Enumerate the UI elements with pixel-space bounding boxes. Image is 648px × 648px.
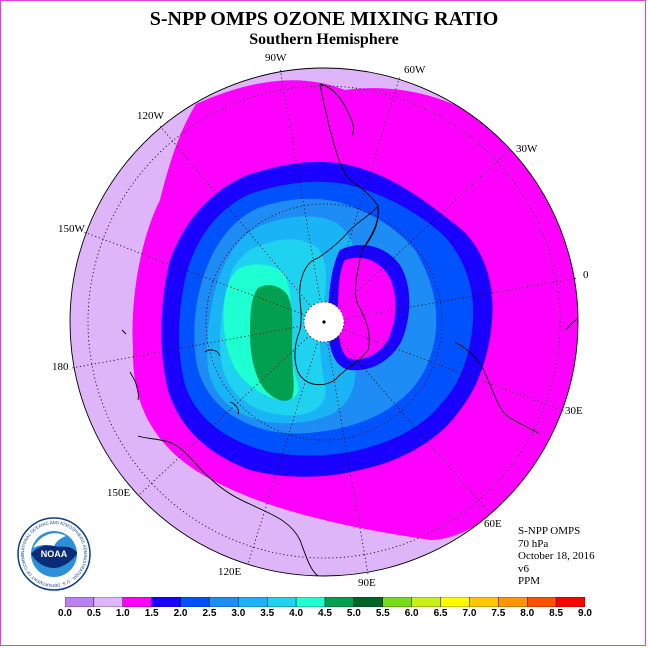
meridian-150e — [139, 321, 325, 495]
colorbar-segment — [382, 597, 412, 607]
colorbar-tick-label: 3.5 — [260, 608, 275, 619]
meridian-0 — [323, 277, 579, 323]
meridian-120w — [159, 125, 325, 323]
latitude-circle-60s — [205, 203, 443, 441]
colorbar-segment — [65, 597, 95, 607]
pole-circle — [303, 301, 345, 343]
colorbar-segment — [180, 597, 210, 607]
colorbar-segment — [440, 597, 470, 607]
colorbar-tick-label: 4.5 — [318, 608, 332, 619]
instrument-label: S-NPP OMPS — [518, 525, 581, 537]
colorbar-tick-label: 5.0 — [346, 608, 361, 619]
colorbar-segment — [93, 597, 123, 607]
colorbar-segment — [555, 597, 585, 607]
colorbar-segment — [209, 597, 239, 607]
meridian-120e — [247, 321, 325, 565]
colorbar-tick-label: 1.0 — [115, 608, 130, 619]
colorbar-tick-label: 8.0 — [520, 608, 535, 619]
colorbar-segment — [324, 597, 355, 607]
colorbar-tick-label: 6.0 — [404, 608, 419, 619]
colorbar-segment — [411, 597, 441, 607]
lon-label-60e: 60E — [484, 518, 502, 530]
colorbar-segment — [295, 597, 326, 607]
meridian-90e — [323, 321, 369, 575]
contour-inner-1-0-to-1-5 — [338, 257, 396, 360]
lon-label-120e: 120E — [218, 566, 242, 578]
colorbar-tick-label: 9.0 — [578, 608, 592, 619]
contour-4-5-to-5-0 — [250, 285, 294, 401]
colorbar — [65, 597, 585, 607]
colorbar-segment — [498, 597, 528, 607]
colorbar-tick-label: 2.5 — [202, 608, 217, 619]
colorbar-tick-label: 0.0 — [58, 608, 72, 619]
colorbar-segment — [353, 597, 383, 607]
colorbar-tick-label: 1.5 — [144, 608, 159, 619]
map-subtitle: Southern Hemisphere — [249, 31, 399, 48]
lon-label-90e: 90E — [358, 577, 376, 589]
colorbar-tick-label: 6.5 — [433, 608, 448, 619]
map-border — [69, 67, 579, 577]
new-zealand-coast — [121, 329, 139, 401]
australia-coast — [137, 435, 319, 576]
units-label: PPM — [518, 575, 541, 588]
metadata-block: S-NPP OMPS 70 hPa October 18, 2016 v6 PP… — [518, 525, 595, 588]
lon-label-150e: 150E — [107, 487, 131, 499]
colorbar-tick-label: 7.0 — [462, 608, 477, 619]
map-title: S-NPP OMPS OZONE MIXING RATIO — [149, 8, 499, 30]
lon-label-90w: 90W — [265, 52, 287, 64]
colorbar-segment — [151, 597, 181, 607]
lon-label-120w: 120W — [137, 110, 165, 122]
latitude-circle-30s — [87, 85, 561, 559]
antarctic-peninsula-coast — [319, 83, 379, 251]
lon-label-60w: 60W — [404, 64, 426, 76]
meridian-90w — [279, 67, 325, 323]
antarctica-coast — [294, 204, 379, 386]
graticule — [71, 67, 579, 575]
colorbar-segment — [267, 597, 297, 607]
colorbar-tick-label: 5.5 — [375, 608, 390, 619]
south-america-coast — [319, 83, 355, 137]
colorbar-segment — [238, 597, 268, 607]
lon-label-30e: 30E — [565, 405, 583, 417]
lon-label-150w: 150W — [58, 223, 86, 235]
lon-label-0: 0 — [583, 269, 589, 281]
coastlines — [121, 83, 578, 576]
colorbar-segment — [527, 597, 557, 607]
lon-label-30w: 30W — [516, 143, 538, 155]
meridian-180 — [71, 321, 325, 369]
colorbar-tick-label: 0.5 — [86, 608, 101, 619]
meridian-150w — [83, 231, 325, 323]
meridian-60w — [323, 75, 401, 323]
colorbar-tick-label: 3.0 — [231, 608, 246, 619]
lon-label-180: 180 — [52, 361, 69, 373]
sub-antarctic-islands — [204, 349, 239, 415]
noaa-logo: NATIONAL OCEANIC AND ATMOSPHERIC ADMINIS… — [14, 512, 92, 597]
africa-coast — [454, 341, 541, 435]
meridian-60e — [323, 321, 491, 515]
colorbar-tick-label: 7.5 — [491, 608, 506, 619]
colorbar-tick-label: 8.5 — [549, 608, 564, 619]
version-label: v6 — [518, 562, 529, 575]
colorbar-tick-label: 2.0 — [173, 608, 188, 619]
noaa-logo-text: NOAA — [41, 549, 68, 559]
africa-east-coast — [565, 317, 578, 331]
colorbar-tick-label: 4.0 — [289, 608, 304, 619]
pressure-level-label: 70 hPa — [518, 537, 549, 550]
south-pole-point — [322, 320, 326, 324]
colorbar-segment — [469, 597, 499, 607]
date-label: October 18, 2016 — [518, 550, 595, 563]
colorbar-segment — [122, 597, 152, 607]
colorbar-labels: 0.0 0.5 1.0 1.5 2.0 2.5 3.0 3.5 4.0 4.5 5.0 5.5 6.0 6… — [0, 608, 648, 622]
meridian-30w — [323, 149, 511, 323]
